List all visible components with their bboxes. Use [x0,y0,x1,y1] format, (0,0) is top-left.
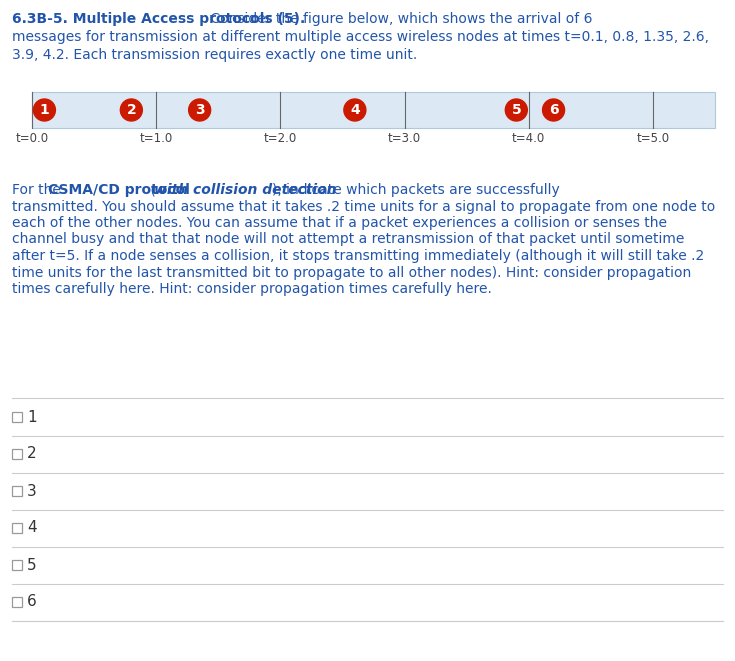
Text: ), indicate which packets are successfully: ), indicate which packets are successful… [272,183,560,197]
Text: 5: 5 [512,103,521,117]
Text: t=1.0: t=1.0 [140,132,173,145]
Text: t=0.0: t=0.0 [15,132,49,145]
Text: 3: 3 [27,483,37,498]
Circle shape [505,99,527,121]
Text: CSMA/CD protocol: CSMA/CD protocol [48,183,190,197]
Circle shape [189,99,211,121]
Text: Consider the figure below, which shows the arrival of 6: Consider the figure below, which shows t… [206,12,592,26]
Text: 1: 1 [40,103,49,117]
Text: transmitted. You should assume that it takes .2 time units for a signal to propa: transmitted. You should assume that it t… [12,200,715,214]
Bar [12,412,22,422]
Text: t=5.0: t=5.0 [637,132,670,145]
Circle shape [542,99,564,121]
Bar [12,486,22,496]
Bar [12,449,22,459]
Text: 4: 4 [27,520,37,535]
Text: after t=5. If a node senses a collision, it stops transmitting immediately (alth: after t=5. If a node senses a collision,… [12,249,704,263]
Bar [12,597,22,607]
Text: each of the other nodes. You can assume that if a packet experiences a collision: each of the other nodes. You can assume … [12,216,667,230]
Text: 5: 5 [27,557,37,572]
Text: 2: 2 [27,446,37,461]
Circle shape [121,99,143,121]
Text: 4: 4 [350,103,359,117]
Text: For the: For the [12,183,65,197]
Text: messages for transmission at different multiple access wireless nodes at times t: messages for transmission at different m… [12,30,709,44]
Bar [32,92,715,128]
Text: 6.3B-5. Multiple Access protocols (5).: 6.3B-5. Multiple Access protocols (5). [12,12,305,26]
Circle shape [344,99,366,121]
Text: 6: 6 [549,103,559,117]
Text: 1: 1 [27,410,37,424]
Text: 6: 6 [27,594,37,609]
Text: time units for the last transmitted bit to propagate to all other nodes). Hint: : time units for the last transmitted bit … [12,266,691,280]
Text: 2: 2 [126,103,136,117]
Text: t=3.0: t=3.0 [388,132,421,145]
Text: t=2.0: t=2.0 [264,132,297,145]
Circle shape [33,99,55,121]
Text: 3: 3 [195,103,204,117]
Text: (: ( [146,183,156,197]
Text: times carefully here. Hint: consider propagation times carefully here.: times carefully here. Hint: consider pro… [12,282,492,296]
Text: with collision detection: with collision detection [154,183,337,197]
Text: t=4.0: t=4.0 [512,132,545,145]
Text: channel busy and that that node will not attempt a retransmission of that packet: channel busy and that that node will not… [12,233,684,247]
Bar [12,560,22,570]
Bar [12,523,22,533]
Text: 3.9, 4.2. Each transmission requires exactly one time unit.: 3.9, 4.2. Each transmission requires exa… [12,48,417,62]
